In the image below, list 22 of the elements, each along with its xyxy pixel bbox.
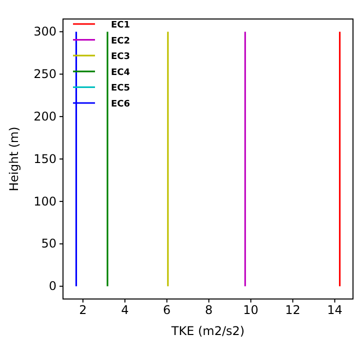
y-tick-label: 150: [34, 152, 56, 166]
y-tick-label: 50: [41, 236, 56, 251]
legend-label: EC2: [111, 36, 130, 46]
x-tick-label: 14: [327, 303, 342, 318]
x-tick-label: 2: [79, 303, 87, 318]
legend-label: EC6: [111, 100, 130, 110]
y-tick-label: 100: [34, 194, 56, 208]
legend-label: EC1: [111, 20, 130, 30]
y-tick-label: 0: [48, 279, 56, 294]
x-tick-label: 8: [205, 303, 213, 318]
legend-label: EC3: [111, 52, 130, 62]
y-tick-label: 200: [34, 109, 56, 124]
x-axis-title: TKE (m2/s2): [170, 324, 245, 338]
legend-label: EC4: [111, 68, 130, 78]
x-tick-label: 6: [163, 303, 171, 318]
x-tick-label: 4: [121, 303, 129, 318]
y-tick-label: 300: [34, 24, 56, 39]
x-tick-label: 12: [285, 303, 300, 318]
y-tick-label: 250: [34, 66, 56, 81]
y-axis-title: Height (m): [7, 126, 21, 192]
x-tick-label: 10: [243, 303, 258, 318]
legend-label: EC5: [111, 84, 130, 94]
